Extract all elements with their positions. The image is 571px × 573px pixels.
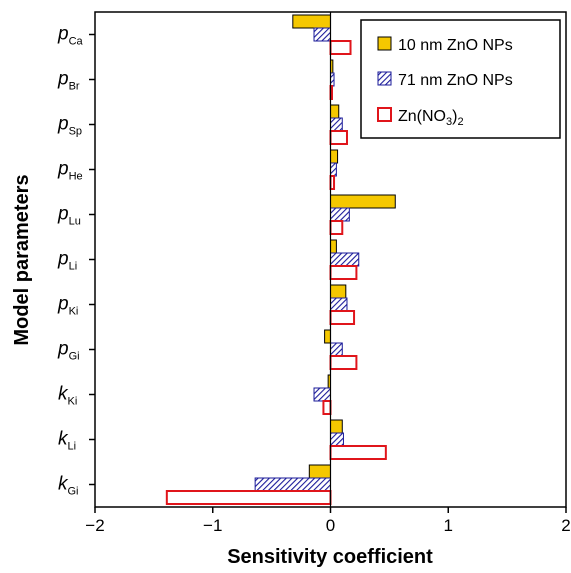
bar-s0-c7	[324, 329, 331, 344]
bar-s1-c2	[330, 117, 343, 132]
legend-swatch-10nm	[377, 36, 392, 51]
category-label-0: pCa	[57, 24, 84, 48]
x-tick-label-0: −2	[85, 516, 104, 535]
bar-s2-c10	[165, 490, 332, 505]
category-label-7: pGi	[57, 339, 80, 363]
x-tick-label-2: 0	[326, 516, 335, 535]
x-ticks: −2 −1 0 1 2	[85, 33, 571, 535]
category-label-sub-1: Br	[69, 81, 80, 93]
bar-s1-c8	[313, 387, 332, 402]
category-label-main-1: p	[57, 69, 69, 90]
category-label-main-6: p	[57, 294, 69, 315]
category-label-6: pKi	[57, 294, 78, 318]
category-label-sub-4: Lu	[69, 216, 81, 228]
legend-swatch-znno3	[377, 107, 392, 122]
category-label-main-3: p	[57, 159, 69, 180]
bar-s1-c10	[254, 477, 331, 492]
category-label-5: pLi	[57, 249, 77, 273]
x-tick-label-3: 1	[444, 516, 453, 535]
legend-part-4: 2	[457, 116, 463, 128]
bar-s1-c6	[330, 297, 348, 312]
bar-s2-c7	[329, 355, 358, 370]
bar-s1-c9	[330, 432, 344, 447]
category-label-3: pHe	[57, 159, 83, 183]
bar-s0-c0	[292, 14, 332, 29]
bar-s1-c7	[330, 342, 343, 357]
category-label-9: kLi	[58, 429, 76, 453]
legend-part-2: 3	[446, 116, 452, 128]
bar-s0-c2	[330, 104, 340, 119]
legend-box	[360, 19, 561, 139]
category-label-sub-0: Ca	[69, 36, 84, 48]
bar-s2-c8	[322, 400, 332, 415]
bar-s0-c9	[330, 419, 343, 434]
category-label-sub-6: Ki	[69, 306, 79, 318]
category-label-10: kGi	[58, 474, 79, 498]
category-label-main-2: p	[57, 114, 69, 135]
category-label-sub-9: Li	[68, 441, 77, 453]
category-label-main-0: p	[57, 24, 69, 45]
legend: 10 nm ZnO NPs 71 nm ZnO NPs Zn(NO3)2	[360, 19, 561, 139]
category-label-main-5: p	[57, 249, 69, 270]
legend-part-1: Zn(NO	[398, 108, 446, 125]
category-label-4: pLu	[57, 204, 81, 228]
category-label-sub-5: Li	[69, 261, 78, 273]
category-label-sub-3: He	[69, 171, 83, 183]
bar-s1-c4	[330, 207, 350, 222]
legend-part-3: )	[452, 108, 457, 125]
category-label-main-10: k	[58, 474, 69, 495]
legend-label-10nm: 10 nm ZnO NPs	[398, 37, 513, 54]
bar-s2-c9	[329, 445, 387, 460]
legend-label-znno3: Zn(NO3)2	[398, 108, 464, 128]
bar-s1-c5	[330, 252, 360, 267]
category-label-1: pBr	[57, 69, 80, 93]
x-tick-label-1: −1	[203, 516, 222, 535]
bar-s0-c10	[308, 464, 331, 479]
category-label-sub-2: Sp	[69, 126, 82, 138]
x-axis-title: Sensitivity coefficient	[227, 546, 433, 568]
bar-s1-c0	[313, 27, 332, 42]
bar-s0-c5	[330, 239, 337, 254]
category-label-main-4: p	[57, 204, 69, 225]
bar-s0-c3	[330, 149, 339, 164]
category-label-sub-10: Gi	[68, 486, 79, 498]
category-label-main-8: k	[58, 384, 69, 405]
legend-label-71nm: 71 nm ZnO NPs	[398, 72, 513, 89]
category-label-sub-7: Gi	[69, 351, 80, 363]
category-label-2: pSp	[57, 114, 82, 138]
category-label-main-9: k	[58, 429, 69, 450]
bar-s2-c6	[329, 310, 356, 325]
category-label-8: kKi	[58, 384, 77, 408]
bar-s1-c3	[330, 162, 337, 177]
bar-s2-c0	[329, 40, 352, 55]
y-axis-title: Model parameters	[11, 174, 33, 345]
bar-s2-c2	[329, 130, 348, 145]
category-label-main-7: p	[57, 339, 69, 360]
bar-s0-c4	[330, 194, 396, 209]
category-label-sub-8: Ki	[68, 396, 78, 408]
bar-s2-c4	[329, 220, 344, 235]
bar-s2-c5	[329, 265, 358, 280]
bar-s0-c6	[330, 284, 347, 299]
legend-swatch-71nm	[377, 71, 392, 86]
x-tick-label-4: 2	[561, 516, 570, 535]
